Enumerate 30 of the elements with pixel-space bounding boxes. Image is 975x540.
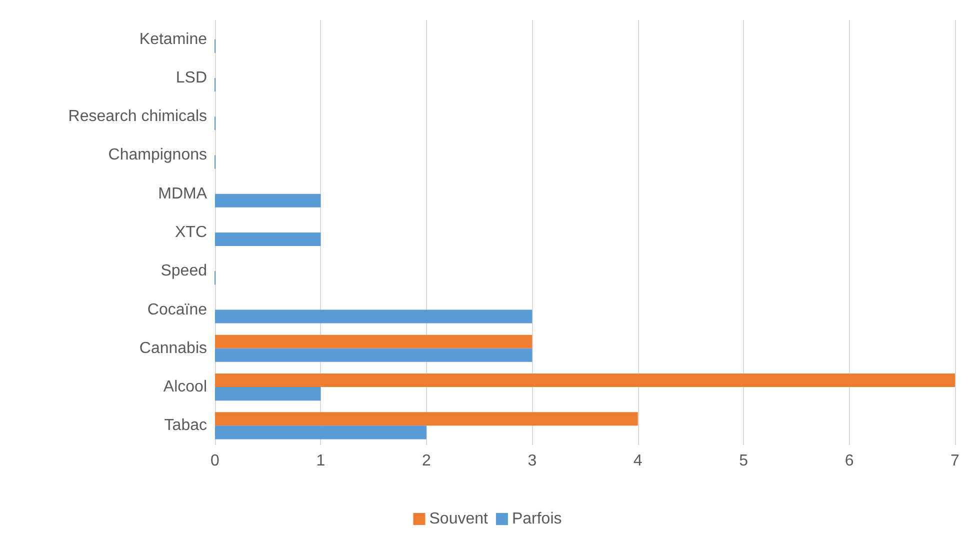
x-tick-label: 3	[528, 452, 537, 470]
y-tick-label: XTC	[175, 224, 207, 241]
bar	[215, 310, 532, 324]
bar	[215, 334, 532, 348]
y-tick-label: Champignons	[108, 146, 207, 164]
y-tick-label: Cocaïne	[147, 301, 208, 318]
x-tick-label: 6	[844, 452, 854, 470]
bar	[215, 374, 955, 388]
bar	[215, 232, 321, 246]
x-tick-label: 0	[210, 452, 220, 470]
bar	[215, 348, 532, 362]
y-tick-label: Research chimicals	[68, 108, 207, 126]
y-tick-label: Cannabis	[139, 340, 207, 357]
x-tick-label: 2	[422, 452, 431, 470]
x-tick-label: 1	[316, 452, 326, 470]
bar	[215, 194, 321, 208]
y-tick-label: MDMA	[158, 185, 208, 202]
x-tick-label: 5	[739, 452, 748, 470]
legend-label: Souvent	[429, 510, 489, 528]
bar	[215, 426, 426, 440]
y-tick-label: Alcool	[163, 378, 207, 396]
x-tick-label: 7	[950, 452, 960, 470]
legend-label: Parfois	[512, 510, 562, 528]
x-tick-label: 4	[633, 452, 642, 470]
y-tick-label: LSD	[176, 69, 207, 86]
bar	[215, 412, 638, 426]
y-tick-label: Tabac	[164, 417, 207, 434]
bar	[215, 387, 321, 401]
y-tick-label: Ketamine	[139, 30, 208, 48]
y-tick-label: Speed	[160, 262, 207, 280]
